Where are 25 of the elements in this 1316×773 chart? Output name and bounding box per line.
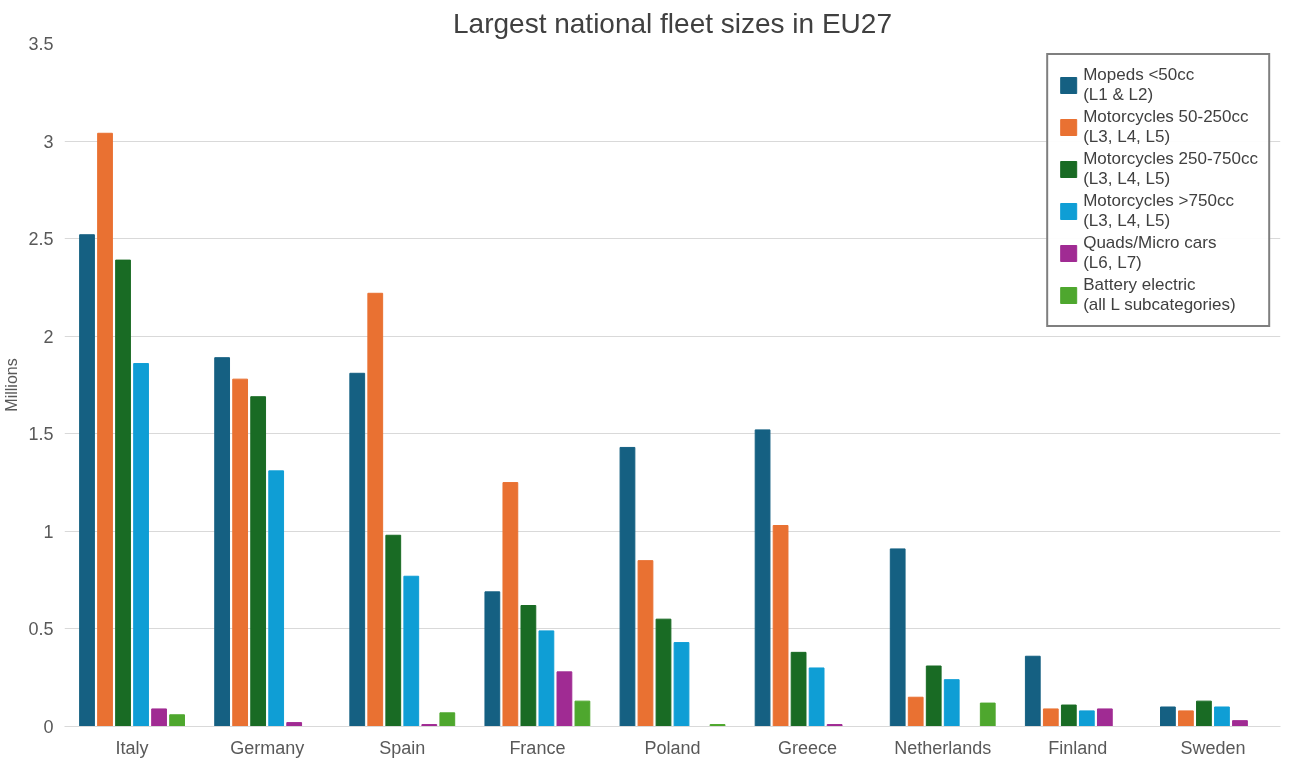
x-tick-label: Spain <box>379 737 426 758</box>
chart-title: Largest national fleet sizes in EU27 <box>453 7 892 39</box>
legend-label: Battery electric (all L subcategories) <box>1083 275 1236 315</box>
legend-label: Quads/Micro cars (L6, L7) <box>1083 233 1217 273</box>
x-tick-label: Sweden <box>1180 737 1246 758</box>
y-tick-label: 0 <box>43 717 54 737</box>
x-tick-label: Greece <box>778 737 838 758</box>
x-tick-label: Netherlands <box>894 737 992 758</box>
legend-label: Motorcycles 250-750cc (L3, L4, L5) <box>1083 149 1258 189</box>
x-tick-label: Germany <box>230 737 305 758</box>
x-tick-label: Poland <box>644 737 701 758</box>
legend-label: Motorcycles 50-250cc (L3, L4, L5) <box>1083 107 1249 147</box>
y-axis-title: Millions <box>3 358 21 412</box>
y-tick-label: 0.5 <box>28 619 54 640</box>
y-tick-label: 1 <box>43 521 54 542</box>
legend-label: Mopeds <50cc (L1 & L2) <box>1083 65 1195 105</box>
legend-label: Motorcycles >750cc (L3, L4, L5) <box>1083 191 1234 231</box>
y-tick-label: 1.5 <box>28 424 54 445</box>
x-tick-label: Italy <box>115 737 149 758</box>
x-tick-label: France <box>509 737 566 758</box>
y-tick-label: 2 <box>43 326 54 347</box>
y-tick-label: 2.5 <box>28 229 54 250</box>
y-tick-label: 3 <box>43 131 54 152</box>
y-tick-label: 3.5 <box>28 34 54 54</box>
x-tick-label: Finland <box>1048 737 1108 758</box>
